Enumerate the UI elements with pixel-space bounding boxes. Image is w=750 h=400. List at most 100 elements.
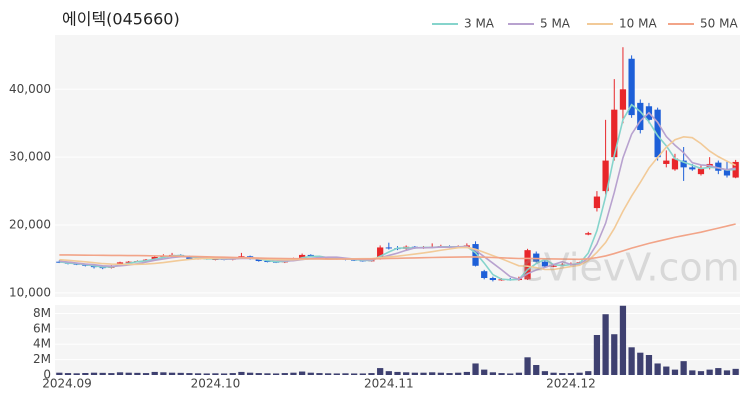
candle-body <box>723 169 731 176</box>
candle-body <box>715 162 722 171</box>
legend-label: 50 MA <box>700 17 738 31</box>
volume-bar <box>134 372 141 375</box>
candle-body <box>671 158 679 170</box>
volume-bar <box>298 371 306 375</box>
y-tick-label: 20,000 <box>9 218 51 232</box>
volume-bar <box>524 357 531 375</box>
x-tick-label: 2024.12 <box>546 377 596 391</box>
volume-bar <box>203 373 210 375</box>
volume-bar <box>220 373 228 375</box>
candle-body <box>550 265 557 267</box>
x-tick-label: 2024.09 <box>42 377 92 391</box>
candle-body <box>611 109 618 158</box>
volume-bar <box>637 352 644 375</box>
volume-bar <box>663 366 670 375</box>
y-tick-label: 0 <box>43 368 51 382</box>
volume-bar <box>255 373 262 375</box>
volume-bar <box>160 372 167 375</box>
candle-body <box>385 247 392 249</box>
volume-bar <box>177 372 184 375</box>
volume-bar <box>576 372 583 375</box>
volume-bar <box>82 373 89 375</box>
volume-bar <box>168 372 176 375</box>
candle-body <box>663 160 670 164</box>
volume-bar <box>403 372 410 375</box>
volume-bar <box>472 363 479 375</box>
volume-bar <box>437 372 444 375</box>
volume-bar <box>481 369 488 375</box>
volume-bar <box>680 361 687 375</box>
volume-bar <box>272 373 280 375</box>
candle-body <box>481 271 488 278</box>
candle-body <box>307 254 314 257</box>
volume-bar <box>307 372 314 375</box>
volume-bar <box>264 373 271 375</box>
volume-bar <box>212 373 219 375</box>
candle-body <box>637 102 644 131</box>
volume-bar <box>550 372 557 375</box>
volume-bar <box>290 372 297 375</box>
volume-bar <box>541 371 549 375</box>
y-tick-label: 4M <box>33 337 51 351</box>
candle-body <box>541 261 549 267</box>
volume-bar <box>593 335 601 375</box>
volume-bar <box>533 365 540 375</box>
volume-bar <box>420 372 427 375</box>
volume-bar <box>567 373 575 375</box>
candle-body <box>654 109 661 158</box>
y-tick-label: 2M <box>33 352 51 366</box>
volume-bar <box>463 371 470 375</box>
volume-bar <box>602 314 609 375</box>
volume-bar <box>446 373 453 375</box>
ma-line <box>59 223 736 261</box>
volume-bar <box>377 368 384 375</box>
candle-body <box>619 89 627 110</box>
volume-bar <box>689 370 696 375</box>
volume-bar <box>333 373 340 375</box>
volume-bar <box>142 373 150 375</box>
chart-title: 에이텍(045660) <box>62 10 180 29</box>
candle-body <box>524 250 531 280</box>
legend-label: 5 MA <box>540 17 571 31</box>
volume-bar <box>671 369 679 375</box>
volume-bar <box>394 371 401 375</box>
volume-bar <box>116 372 124 375</box>
volume-bar <box>559 373 566 375</box>
volume-bar <box>108 373 115 375</box>
volume-bar <box>645 355 653 375</box>
volume-bar <box>706 369 713 375</box>
volume-bar <box>411 372 418 375</box>
legend-label: 10 MA <box>619 17 657 31</box>
volume-bar <box>732 368 739 375</box>
volume-bar <box>429 372 436 375</box>
volume-bar <box>229 373 236 375</box>
volume-bar <box>619 305 627 375</box>
candle-body <box>489 277 497 281</box>
volume-bar <box>194 373 202 375</box>
volume-bar <box>325 373 332 375</box>
y-tick-label: 6M <box>33 321 51 335</box>
volume-bar <box>585 371 592 375</box>
volume-bar <box>628 347 635 375</box>
volume-bar <box>654 363 661 375</box>
volume-bar <box>281 373 288 375</box>
candle-body <box>697 168 705 175</box>
legend-label: 3 MA <box>464 17 495 31</box>
candle-body <box>298 254 306 259</box>
candle-body <box>585 233 592 235</box>
volume-bar <box>186 373 193 375</box>
candle-body <box>377 247 384 259</box>
candle-body <box>689 167 696 170</box>
candle-body <box>472 244 479 266</box>
volume-bar <box>498 373 505 375</box>
watermark: eVievV.com <box>520 246 739 290</box>
candle-body <box>125 261 132 263</box>
y-tick-label: 30,000 <box>9 150 51 164</box>
volume-bar <box>515 372 523 375</box>
volume-bar <box>715 368 722 375</box>
ma-line <box>59 135 737 271</box>
y-tick-label: 8M <box>33 306 51 320</box>
volume-bar <box>611 334 618 375</box>
volume-bar <box>697 371 705 375</box>
volume-bar <box>64 373 72 375</box>
